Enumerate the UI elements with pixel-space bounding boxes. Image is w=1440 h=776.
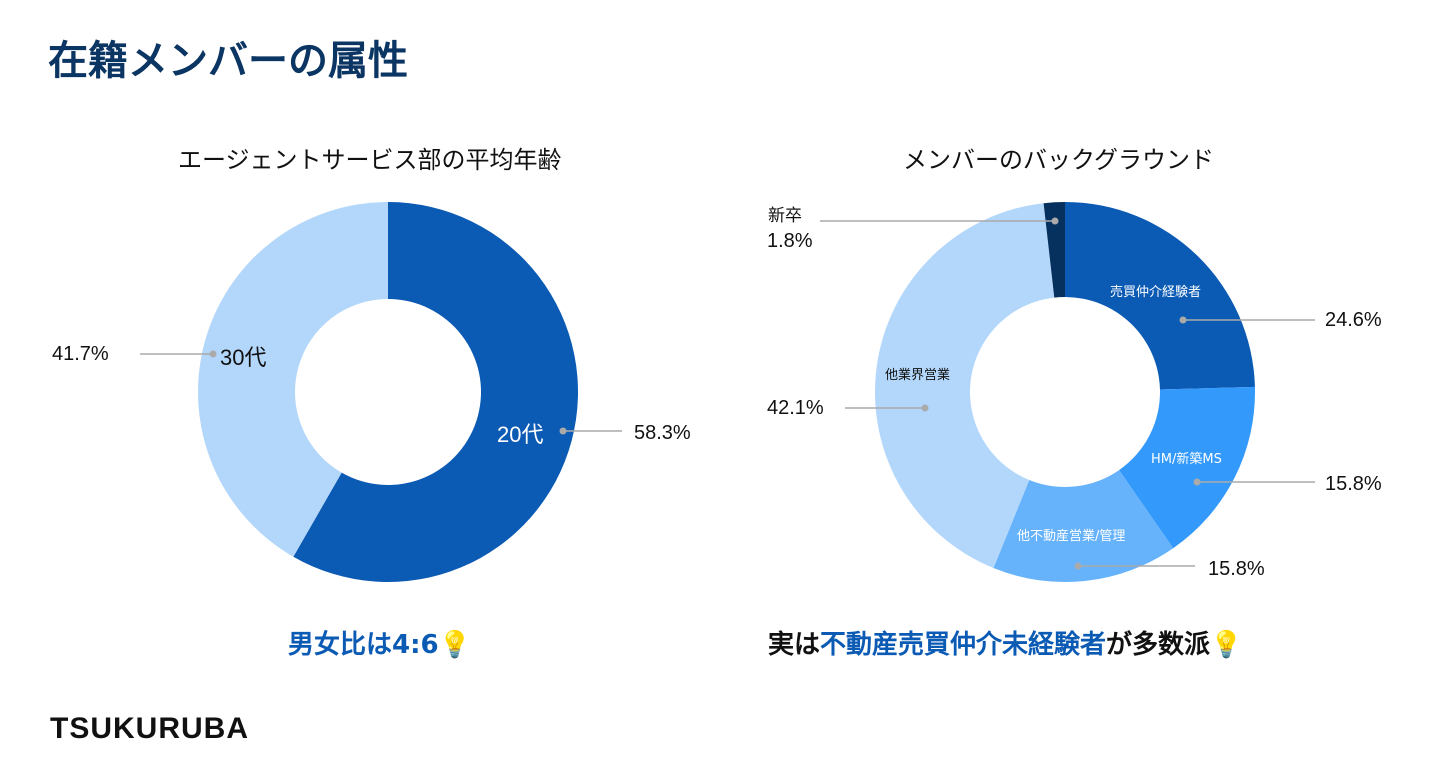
page-title: 在籍メンバーの属性 (48, 38, 408, 84)
slice-label-other-realestate: 他不動産営業/管理 (1017, 529, 1126, 544)
data-label-hm: 15.8% (1325, 473, 1382, 495)
leader-dot (921, 404, 929, 412)
leader-dot (1179, 316, 1187, 324)
data-label-20s: 58.3% (634, 422, 691, 444)
chart-title-background: メンバーのバックグラウンド (903, 146, 1215, 174)
data-label-other-realestate: 15.8% (1208, 558, 1265, 580)
slice-label-new-grad: 新卒 (768, 206, 802, 226)
data-label-brokerage: 24.6% (1325, 309, 1382, 331)
note-background: 実は不動産売買仲介未経験者が多数派💡 (768, 624, 1242, 661)
donut-slice (1065, 202, 1255, 390)
leader-dot (209, 350, 217, 358)
leader-dot (1051, 217, 1059, 225)
donut-slice (1119, 386, 1255, 549)
tsukuruba-logo: TSUKURUBA (50, 712, 249, 745)
note-suffix: が多数派💡 (1106, 630, 1243, 660)
note-highlight: 不動産売買仲介未経験者 (820, 630, 1107, 660)
leader-dot (1193, 478, 1201, 486)
chart-title-age: エージェントサービス部の平均年齢 (178, 146, 562, 174)
slice-label-brokerage: 売買仲介経験者 (1110, 285, 1202, 300)
slice-label-30s: 30代 (220, 345, 267, 370)
slice-label-20s: 20代 (497, 422, 544, 447)
data-label-other-industry: 42.1% (767, 397, 824, 419)
data-label-new-grad: 1.8% (767, 230, 813, 252)
donut-slice (875, 203, 1055, 569)
note-gender-ratio: 男女比は4:6💡 (288, 630, 471, 660)
leader-dot (1074, 562, 1082, 570)
leader-dot (559, 427, 567, 435)
donut-slice (993, 470, 1174, 582)
donut-slice (1043, 202, 1065, 298)
slice-label-other-industry: 他業界営業 (885, 368, 951, 383)
donut-slice (293, 202, 579, 582)
slice-label-hm: HM/新築MS (1151, 452, 1222, 467)
data-label-30s: 41.7% (52, 343, 109, 365)
note-prefix: 実は (768, 630, 821, 660)
donut-slice (198, 202, 388, 557)
